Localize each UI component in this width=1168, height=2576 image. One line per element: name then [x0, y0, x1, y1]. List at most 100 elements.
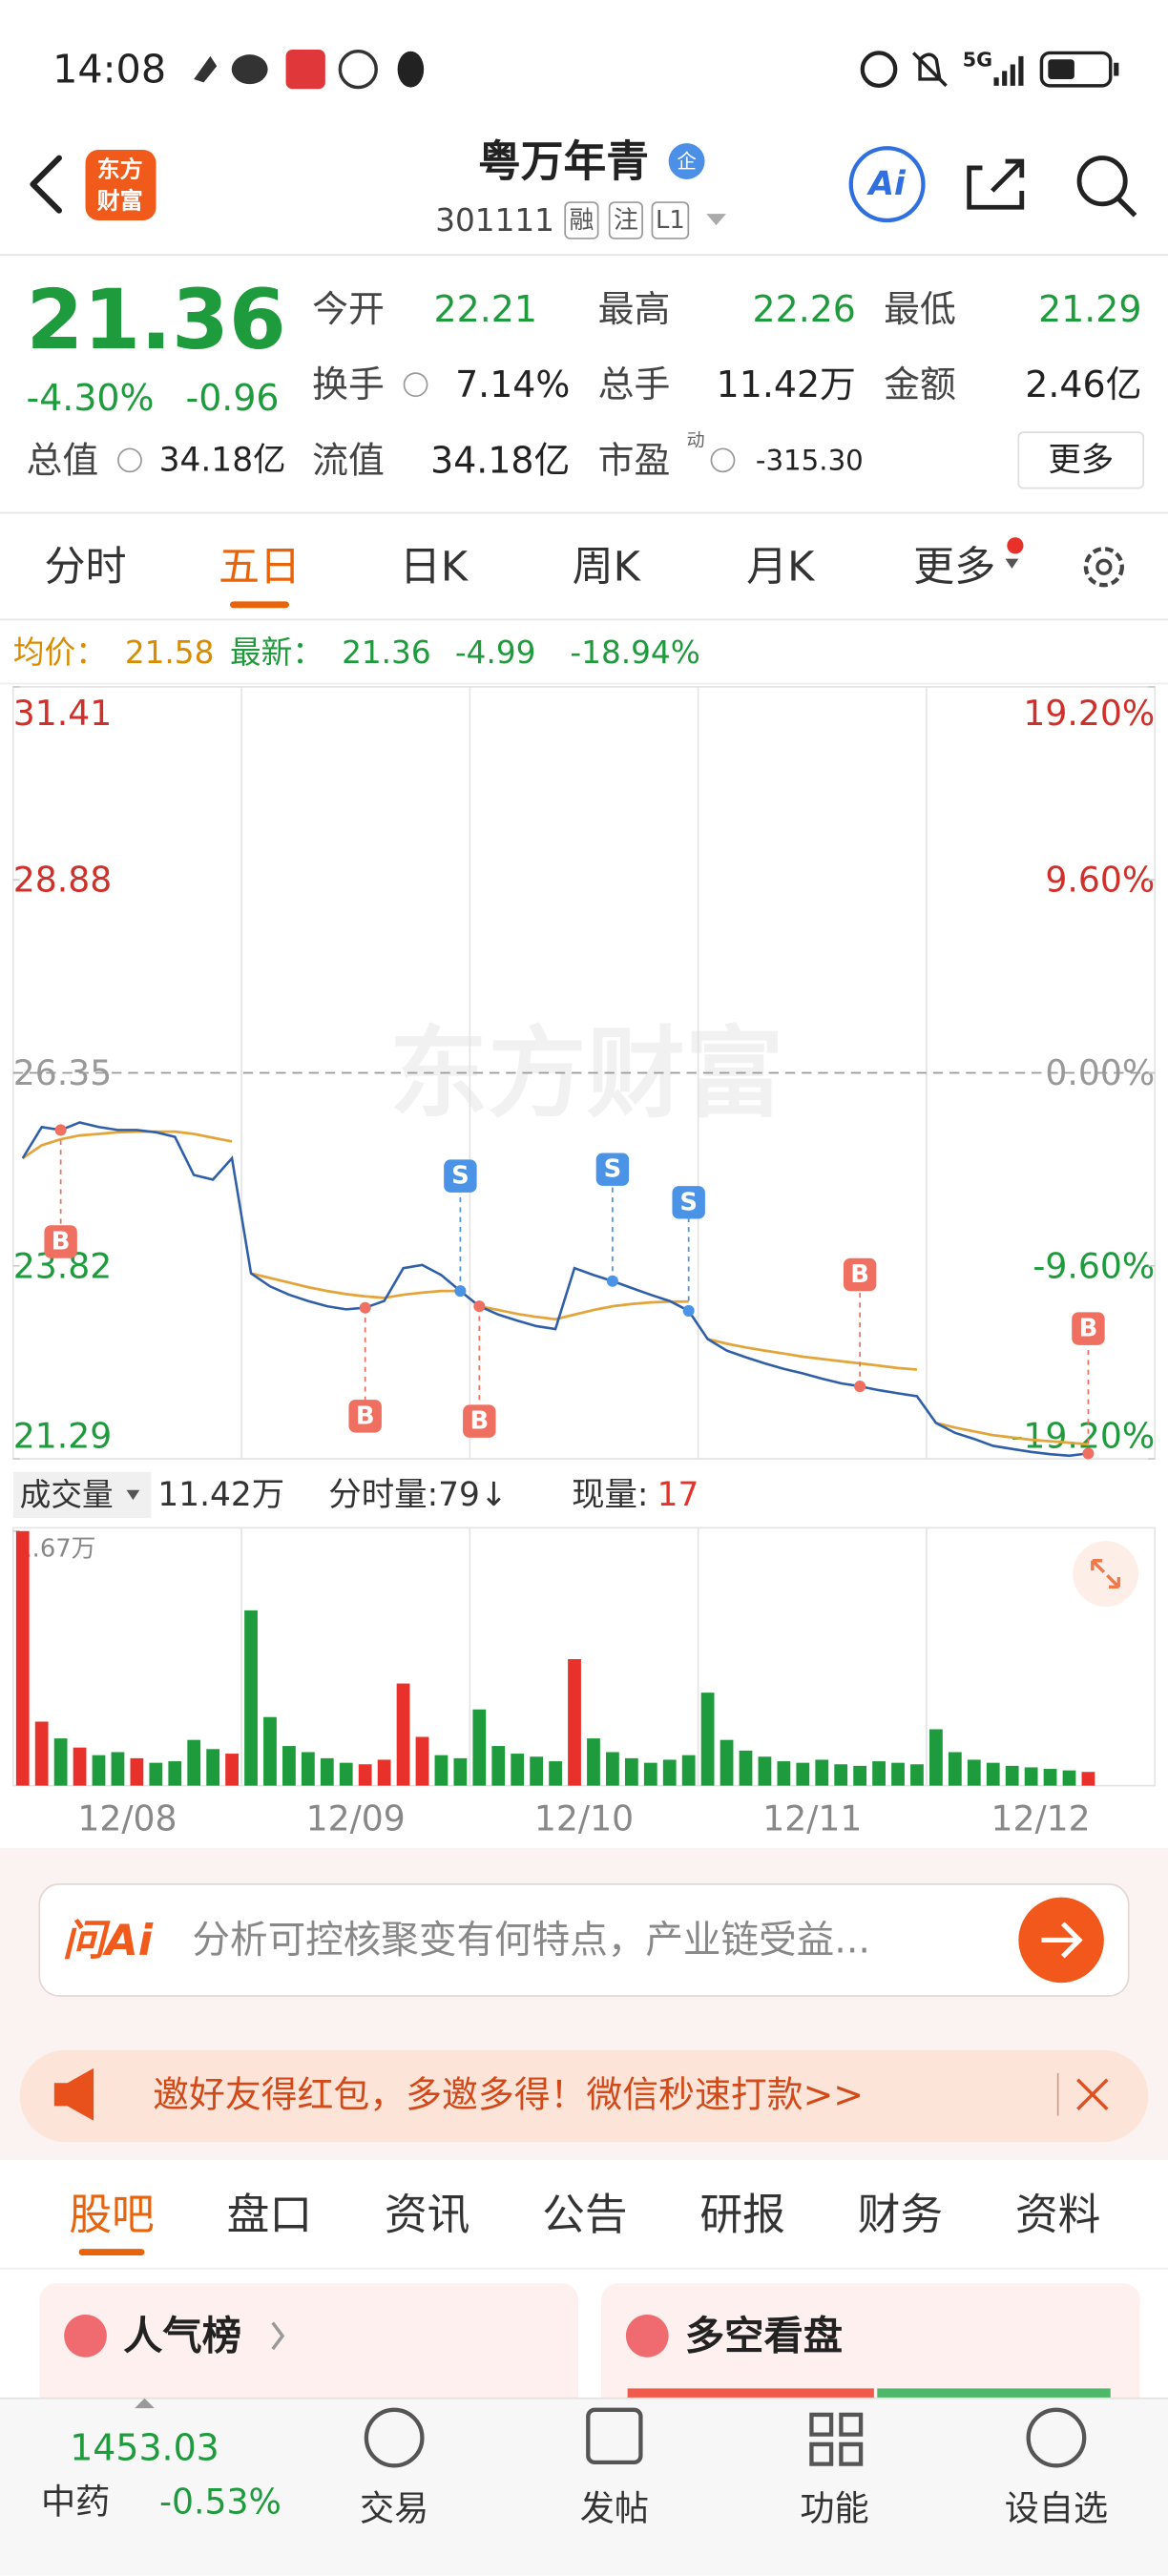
section-tab[interactable]: 财务: [858, 2189, 944, 2239]
expand-button[interactable]: [1073, 1541, 1139, 1607]
nav-tab[interactable]: 发帖: [580, 2488, 649, 2529]
volume-caret: [126, 1489, 140, 1501]
trade-tag: [595, 1153, 630, 1186]
expand-icon: [1091, 1559, 1121, 1589]
volume-bar: [587, 1738, 600, 1786]
ai-label: Ai: [866, 165, 907, 203]
period-tab[interactable]: 日K: [400, 543, 469, 591]
stock-name: 粤万年青: [478, 136, 649, 187]
function-icon[interactable]: [809, 2412, 864, 2466]
search-button[interactable]: [1076, 156, 1128, 207]
y-tick-label: 31.41: [13, 693, 112, 734]
volume-bar: [111, 1752, 125, 1786]
invite-banner[interactable]: [19, 2049, 1149, 2143]
section-tab[interactable]: 股吧: [69, 2189, 155, 2239]
y2-tick-label: 19.20%: [1023, 693, 1155, 734]
nav-tab[interactable]: 交易: [360, 2488, 428, 2529]
card-title: 多空看盘: [685, 2313, 843, 2358]
period-tab[interactable]: 分时: [44, 543, 126, 591]
volume-bar: [377, 1759, 391, 1786]
trade-icon[interactable]: [364, 2407, 425, 2468]
alarm-icon: [860, 51, 898, 89]
field-label: 流值: [312, 439, 385, 481]
section-tab[interactable]: 资料: [1015, 2189, 1101, 2239]
banner-close[interactable]: [1076, 2078, 1109, 2110]
volume-selector[interactable]: [12, 1471, 152, 1519]
trade-tag: [348, 1400, 382, 1433]
period-tab[interactable]: 五日: [219, 543, 301, 591]
volume-bar: [758, 1756, 772, 1786]
period-tab[interactable]: 周K: [573, 543, 642, 591]
avg-line: [479, 1299, 689, 1321]
volume-bar: [73, 1747, 87, 1786]
section-tab[interactable]: 研报: [699, 2189, 785, 2239]
more-button: 更多: [1048, 441, 1114, 479]
volume-bar: [910, 1764, 924, 1786]
volume-bar: [872, 1761, 886, 1786]
ask-ai-placeholder: 分析可控核聚变有何特点，产业链受益...: [192, 1918, 870, 1962]
card-hot[interactable]: [39, 2283, 578, 2415]
volume-bar: [34, 1721, 49, 1786]
volume-bar: [986, 1762, 1000, 1786]
field-value: -315.30: [756, 444, 864, 476]
megaphone-icon: [53, 2067, 94, 2121]
volume-bar: [948, 1752, 962, 1786]
change: -0.96: [186, 377, 280, 419]
volume-bar: [891, 1762, 905, 1786]
volume-bar: [92, 1755, 106, 1786]
settings-button[interactable]: [1083, 547, 1124, 588]
trade-point: [1082, 1447, 1095, 1460]
post-icon[interactable]: [586, 2407, 643, 2465]
field-label: 总值: [27, 439, 99, 481]
battery-tip: [1114, 62, 1119, 76]
volume-bar: [662, 1759, 677, 1786]
field-value: 7.14%: [455, 364, 570, 405]
y2-tick-label: 9.60%: [1045, 860, 1155, 901]
period-tab[interactable]: 更多: [913, 543, 995, 591]
wechat-icon: [231, 54, 268, 85]
index-name: 中药: [41, 2482, 110, 2523]
volume-bar: [530, 1756, 544, 1786]
volume-bar: [643, 1762, 657, 1786]
trade-label: S: [604, 1155, 622, 1184]
nav-tab[interactable]: 设自选: [1005, 2488, 1108, 2529]
period-tab[interactable]: 月K: [746, 543, 816, 591]
volume-bar: [568, 1659, 581, 1786]
volume-bar: [624, 1757, 638, 1786]
trade-tag: [672, 1186, 705, 1219]
field-value: 2.46亿: [1025, 364, 1141, 405]
volume-bar: [263, 1716, 277, 1786]
ask-ai-logo: 问Ai: [62, 1915, 153, 1965]
volume-bar: [358, 1764, 372, 1786]
y-tick-label: 21.29: [13, 1415, 112, 1456]
ai-button[interactable]: [848, 146, 926, 223]
signal-icon: [993, 55, 1024, 86]
share-button[interactable]: [967, 158, 1025, 210]
tag: L1: [656, 206, 685, 235]
card-icon: [64, 2314, 107, 2358]
section-tab[interactable]: 资讯: [385, 2189, 469, 2239]
watchlist-icon[interactable]: [1026, 2407, 1087, 2468]
card-title: 人气榜: [123, 2313, 241, 2358]
volume-bar: [282, 1746, 296, 1786]
back-button[interactable]: [30, 155, 62, 214]
app-icon: [194, 55, 218, 83]
more-button[interactable]: [1017, 431, 1145, 489]
ask-ai-box[interactable]: [38, 1883, 1130, 1997]
stock-code: 301111: [435, 202, 554, 239]
card-longshort[interactable]: [601, 2283, 1140, 2415]
section-tab[interactable]: 公告: [542, 2189, 628, 2239]
tag-box: [564, 201, 599, 239]
volume-bar: [511, 1754, 525, 1786]
trade-tag: [463, 1404, 496, 1438]
avg-label: 均价：: [13, 634, 107, 671]
battery: [1039, 51, 1113, 88]
volume-minute: 分时量:79↓: [328, 1476, 508, 1514]
volume-bar: [168, 1761, 182, 1786]
nav-tab[interactable]: 功能: [800, 2488, 868, 2529]
trade-label: B: [850, 1260, 869, 1289]
volume-bar: [396, 1683, 410, 1786]
y2-tick-label: -9.60%: [1032, 1245, 1155, 1286]
trade-point: [359, 1301, 371, 1314]
section-tab[interactable]: 盘口: [227, 2189, 313, 2239]
